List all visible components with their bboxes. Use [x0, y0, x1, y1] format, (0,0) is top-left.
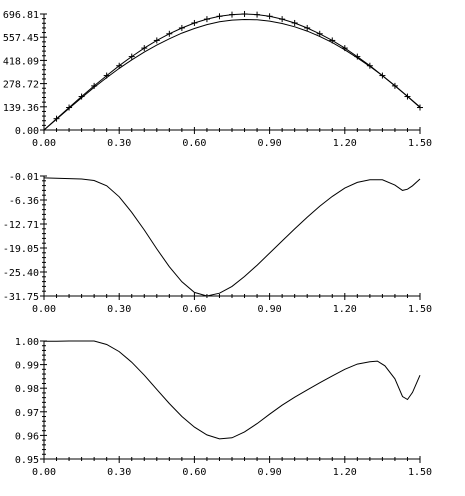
plus-marker: [241, 10, 248, 17]
y-tick-label: 0.96: [15, 431, 39, 442]
x-tick-label: 1.50: [408, 304, 432, 315]
y-tick-label: -0.01: [9, 172, 39, 183]
series-line-1: [43, 177, 421, 297]
x-tick-label: 1.20: [333, 304, 357, 315]
y-tick-label: 0.97: [15, 408, 39, 419]
plus-marker: [304, 24, 311, 31]
x-tick-label: 1.50: [408, 467, 432, 478]
y-tick-label: 0.99: [15, 361, 39, 372]
plus-marker: [141, 45, 148, 52]
plus-marker: [178, 24, 185, 31]
x-tick-label: 0.60: [182, 138, 206, 149]
y-tick-label: 0.95: [15, 455, 39, 466]
plus-marker: [291, 19, 298, 26]
plus-marker: [66, 104, 73, 111]
y-tick-label: 0.98: [15, 384, 39, 395]
y-tick-label: 278.72: [3, 80, 39, 91]
series-line-1: [43, 13, 421, 131]
plus-marker: [191, 19, 198, 26]
x-tick-label: 1.20: [333, 138, 357, 149]
x-tick-label: 0.00: [32, 138, 56, 149]
x-tick-label: 1.50: [408, 138, 432, 149]
x-tick-label: 0.30: [107, 304, 131, 315]
x-tick-label: 0.00: [32, 304, 56, 315]
y-tick-label: -31.75: [3, 292, 39, 303]
chart-panel-1: 0.00 0.30 0.60 0.90 1.20 1.50 696.81 557.45 418.…: [3, 10, 432, 149]
x-tick-label: 1.20: [333, 467, 357, 478]
plus-marker: [216, 13, 223, 20]
y-tick-label: 696.81: [3, 10, 39, 21]
plus-marker: [366, 62, 373, 69]
y-tick-label: 1.00: [15, 337, 39, 348]
plus-marker: [203, 16, 210, 23]
y-tick-label: -19.05: [3, 244, 39, 255]
x-tick-label: 0.00: [32, 467, 56, 478]
y-tick-label: -12.71: [3, 220, 39, 231]
plus-marker: [316, 30, 323, 37]
series-line-1: [44, 340, 421, 440]
x-tick-label: 0.90: [258, 304, 282, 315]
y-tick-label: -6.36: [9, 196, 39, 207]
plus-marker: [128, 53, 135, 60]
plus-marker: [116, 62, 123, 69]
plus-marker: [153, 37, 160, 44]
plus-marker: [417, 104, 423, 111]
x-tick-label: 0.60: [182, 304, 206, 315]
y-tick-label: 418.09: [3, 56, 39, 67]
plus-marker: [279, 16, 286, 23]
plus-marker: [166, 30, 173, 37]
x-tick-label: 0.90: [258, 138, 282, 149]
x-tick-label: 0.90: [258, 467, 282, 478]
y-tick-label: -25.40: [3, 268, 39, 279]
y-tick-label: 0.00: [15, 126, 39, 137]
x-tick-label: 0.60: [182, 467, 206, 478]
series-line-2: [43, 18, 421, 131]
y-tick-label: 557.45: [3, 33, 39, 44]
plus-marker: [229, 11, 235, 18]
plus-marker: [254, 11, 261, 18]
y-tick-label: 139.36: [3, 103, 39, 114]
chart-panel-3: 0.00 0.30 0.60 0.90 1.20 1.50 1.00 0.99 0.98 0.97…: [15, 337, 432, 478]
x-tick-label: 0.30: [107, 138, 131, 149]
plus-marker: [266, 13, 273, 20]
chart-panel-2: 0.00 0.30 0.60 0.90 1.20 1.50 -0.01 -6.36 -12.71…: [3, 172, 432, 315]
x-tick-label: 0.30: [107, 467, 131, 478]
